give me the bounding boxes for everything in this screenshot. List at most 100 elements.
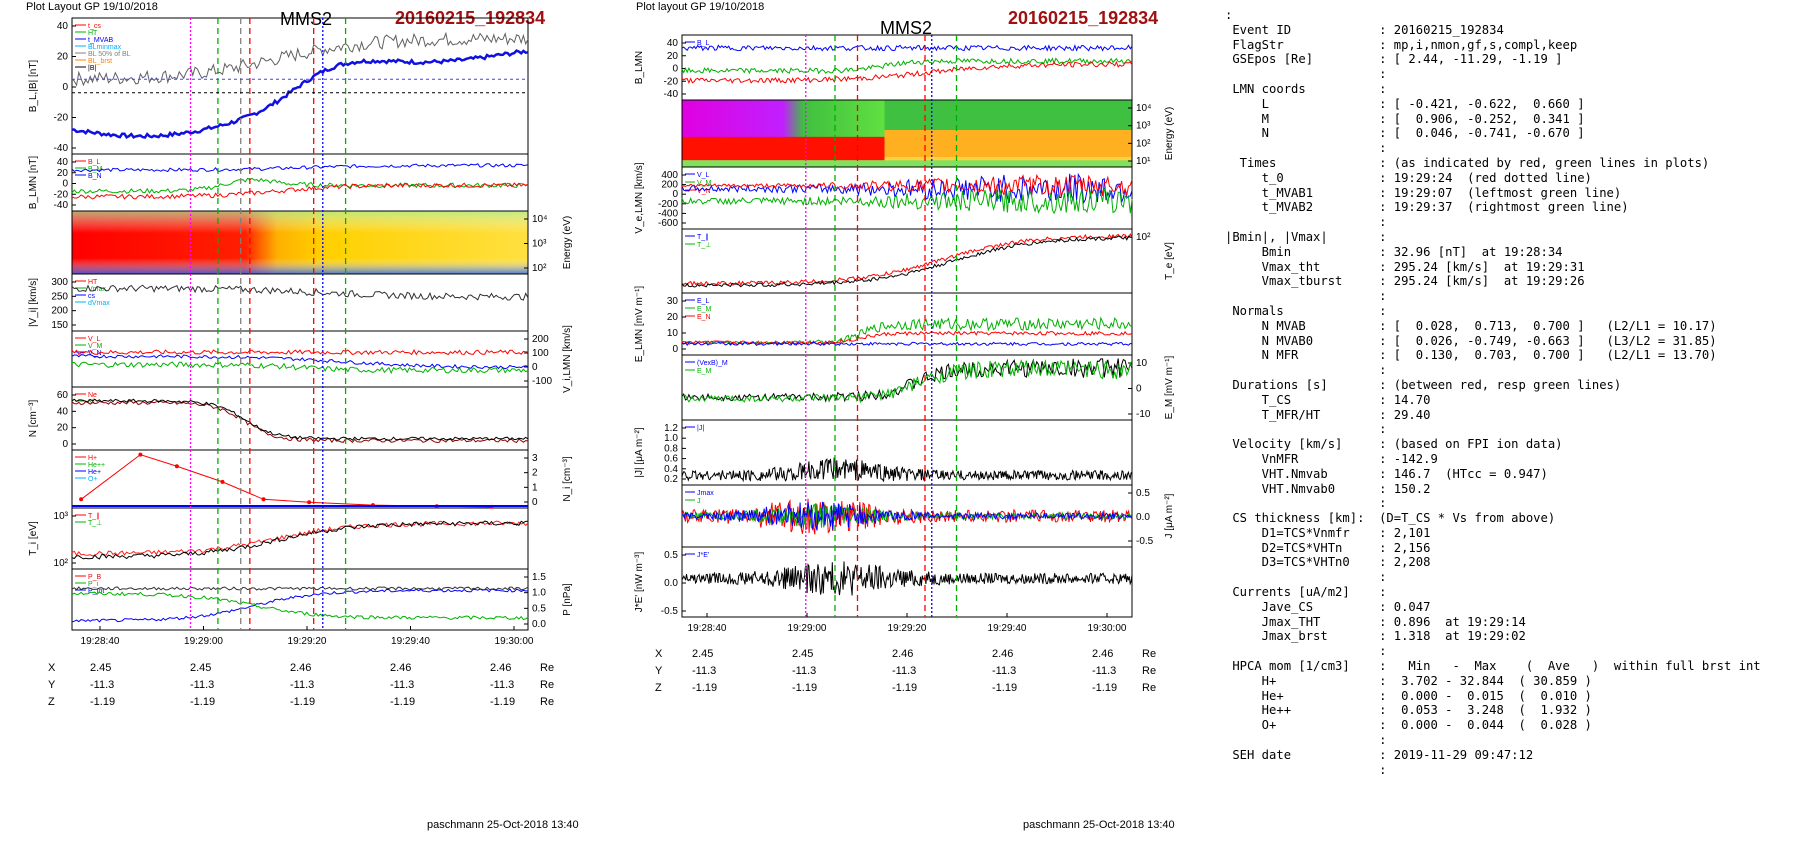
info-line: : [1225,762,1387,777]
y-axis-label: N [cm⁻³] [28,400,39,438]
mid-event-id: 20160215_192834 [1008,8,1159,28]
t-perp [71,520,529,560]
info-line: He+ : 0.000 - 0.015 ( 0.010 ) [1225,688,1592,703]
vl [71,349,529,356]
y-tick-label: 60 [57,390,69,401]
left-footer: paschmann 25-Oct-2018 13:40 [427,819,579,831]
legend-label: |B| [88,65,96,72]
y-tick-label: -10 [1136,409,1151,420]
pos-row-label: Z [48,696,55,708]
pos-row-label: X [48,662,56,674]
y-tick-label: 200 [51,306,68,317]
y-axis-label: V_i,LMN [km/s] [562,325,573,393]
y-tick-label: 20 [667,51,679,62]
spec-core [682,136,885,161]
mid-position-table: X 2.45 2.45 2.46 2.46 2.46 Re Y -11.3 -11.3 -11.3 -… [620,0,1220,840]
y-tick-label: -20 [54,113,69,124]
pos-value: -11.3 [992,665,1017,677]
pos-value: -11.3 [290,679,315,691]
legend-label: cs [88,293,96,300]
pos-value: -1.19 [1092,682,1118,694]
x-tick-label: 19:29:00 [184,636,223,647]
info-line: CS thickness [km]: (D=T_CS * Vs from abo… [1225,511,1556,526]
y-tick-label: 0.4 [664,464,678,475]
vm [72,361,529,375]
y-tick-label: 10² [1136,138,1151,149]
pos-value: 2.46 [1092,648,1114,660]
pos-value: -11.3 [892,665,917,677]
ptot [71,586,529,591]
info-line: Currents [uA/m2] : [1225,585,1387,600]
left-spectrogram-overlay [72,211,528,274]
info-line: He++ : 0.053 - 3.248 ( 1.932 ) [1225,703,1592,718]
y-axis-label: V_e,LMN [km/s] [634,162,645,233]
legend-label: Vmax [88,286,106,293]
y-axis-label: Energy (eV) [562,216,573,269]
bmag-curve [71,31,529,87]
y-tick-label: -0.5 [661,606,679,617]
info-line: FlagStr : mp,i,nmon,gf,s,compl,keep [1225,37,1578,52]
info-line: : [1225,422,1387,437]
legend-label: J*E' [697,552,709,559]
pos-unit: Re [1142,665,1157,677]
y-tick-label: 20 [57,52,69,63]
info-line: HPCA mom [1/cm3] : Min - Max ( Ave ) wit… [1225,659,1761,674]
legend-label: B_L [697,40,710,47]
spec-upper-right [884,100,1132,131]
info-line: H+ : 3.702 - 32.844 ( 30.859 ) [1225,673,1592,688]
je [681,561,1133,596]
y-tick-label: -600 [658,218,678,229]
y-axis-label: |V_i| [km/s] [28,278,39,327]
legend-label: E_M [697,306,712,313]
legend-label: HT [88,30,98,37]
mid-spectrogram [682,100,1132,167]
panel-frame [71,568,529,631]
pos-value: -11.3 [490,679,515,691]
x-tick-label: 19:29:40 [988,623,1027,634]
pi [71,591,529,621]
bm-lmn [71,177,529,194]
pos-value: -11.3 [792,665,817,677]
pb [71,588,529,623]
legend-label: BL_brst [88,58,112,65]
y-tick-label: 10³ [532,239,547,250]
y-tick-label: 30 [667,296,679,307]
legend-label: V_N [697,188,711,195]
legend-label: Jmax [697,490,714,497]
y-tick-label: 0 [532,362,538,373]
mid-panel-p2: 10⁴ 10³ 10² 10¹ Energy (eV) [681,99,1175,168]
y-tick-label: 0.2 [664,474,678,485]
info-line: VHT.Nmvab : 146.7 (HTcc = 0.947) [1225,466,1548,481]
info-line: Durations [s] : (between red, resp green… [1225,377,1622,392]
pos-value: 2.46 [390,662,412,674]
y-tick-label: 20 [57,168,69,179]
info-line: Vmax_tht : 295.24 [km/s] at 19:29:31 [1225,259,1585,274]
y-tick-label: 0.0 [532,619,546,630]
mid-layout-label: Plot layout GP 19/10/2018 [636,1,765,13]
pos-value: -1.19 [892,682,918,694]
jm [681,503,1133,529]
pos-row-label: Y [48,679,56,691]
info-line: Event ID : 20160215_192834 [1225,22,1504,37]
pos-value: -1.19 [992,682,1018,694]
y-tick-label: 10⁴ [1136,103,1151,114]
y-tick-label: 1 [532,482,538,493]
info-line: N MVAB : [ 0.028, 0.713, 0.700 ] (L2/L1 … [1225,318,1717,333]
te-perp [681,235,1133,288]
legend-label: Ne [88,392,97,399]
y-tick-label: 0.6 [664,454,678,465]
y-axis-label: E_M [mV m⁻¹] [1164,355,1175,419]
y-tick-label: 0 [672,344,678,355]
info-line: LMN coords : [1225,81,1387,96]
info-line: Bmin : 32.96 [nT] at 19:28:34 [1225,244,1563,259]
pos-value: -1.19 [190,696,216,708]
pos-value: -1.19 [692,682,718,694]
y-axis-label: J [μA m⁻²] [1164,493,1175,538]
y-tick-label: -200 [658,199,678,210]
y-tick-label: 0 [672,189,678,200]
y-tick-label: 0.0 [1136,512,1150,523]
pos-value: -1.19 [390,696,416,708]
y-tick-label: 0 [62,179,68,190]
y-axis-label: T_e [eV] [1164,242,1175,280]
